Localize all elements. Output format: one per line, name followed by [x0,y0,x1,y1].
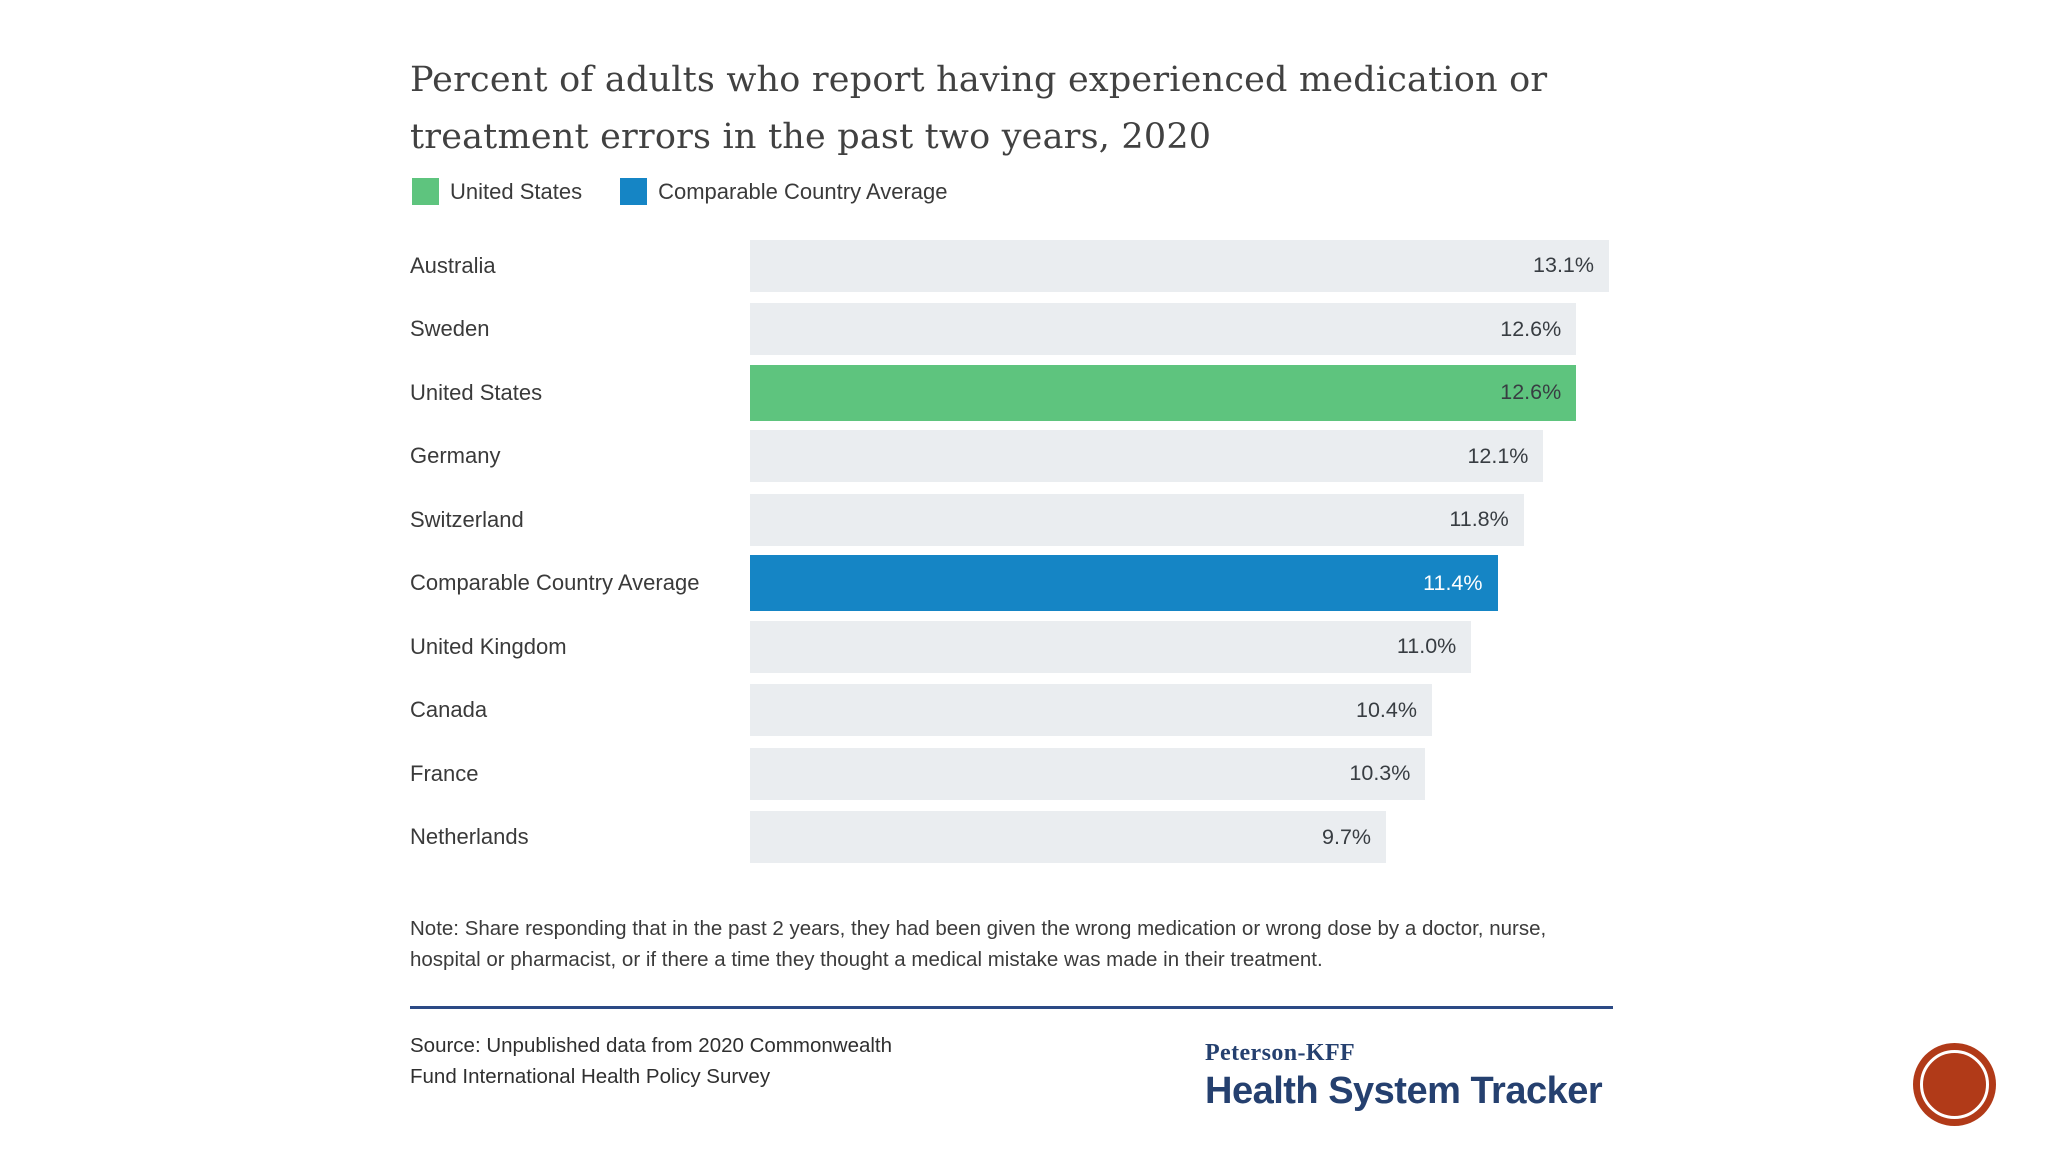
legend-label-comparable-average: Comparable Country Average [658,178,948,204]
country-label: Netherlands [410,824,529,850]
legend-swatch-united-states [412,178,439,205]
value-label: 9.7% [1322,824,1372,849]
bar-chart: Australia 13.1% Sweden 12.6% United States 12… [410,234,1620,869]
value-label: 10.4% [1355,697,1417,722]
bar-united-states: 12.6% [750,364,1577,421]
legend-item-united-states: United States [412,178,582,205]
chart-row: United Kingdom 11.0% [410,615,1620,679]
brand-logo-peterson-kff: Peterson-KFF [1205,1040,1356,1066]
brand-logo: Peterson-KFF Health System Tracker [1205,1040,1603,1113]
chart-row: Sweden 12.6% [410,298,1620,362]
value-label: 12.6% [1500,380,1562,405]
country-label: Germany [410,443,501,469]
value-label: 11.8% [1449,507,1509,532]
chart-title-line-1: Percent of adults who report having expe… [410,60,1548,100]
chart-row: Germany 12.1% [410,425,1620,489]
chart-row: United States 12.6% [410,361,1620,425]
country-label: United States [410,379,543,405]
chart-title: Percent of adults who report having expe… [410,52,1547,166]
value-label: 11.4% [1423,570,1483,595]
country-label: Sweden [410,316,490,342]
country-label: Canada [410,697,488,723]
chart-row: Canada 10.4% [410,679,1620,743]
legend-item-comparable-average: Comparable Country Average [620,178,948,205]
chart-row: Switzerland 11.8% [410,488,1620,552]
red-stamp-icon [1913,1043,1996,1126]
country-label: Switzerland [410,506,524,532]
country-label: France [410,760,479,786]
value-label: 12.6% [1500,316,1562,341]
bar-france: 10.3% [750,747,1426,800]
bar-sweden: 12.6% [750,303,1577,356]
divider-rule [410,1006,1613,1009]
country-label: Australia [410,252,496,278]
value-label: 11.0% [1396,634,1457,659]
source-text: Source: Unpublished data from 2020 Commo… [410,1034,893,1088]
legend: United States Comparable Country Average [412,178,948,205]
country-label: United Kingdom [410,633,567,659]
value-label: 10.3% [1349,761,1411,786]
value-label: 12.1% [1467,443,1529,468]
legend-label-united-states: United States [450,178,583,204]
chart-row: Australia 13.1% [410,234,1620,298]
bar-australia: 13.1% [750,239,1609,292]
note-text: Note: Share responding that in the past … [410,917,1547,971]
chart-row: Netherlands 9.7% [410,806,1620,870]
bar-switzerland: 11.8% [750,493,1524,546]
legend-swatch-comparable-average [620,178,648,205]
chart-row: France 10.3% [410,742,1620,806]
chart-row: Comparable Country Average 11.4% [410,552,1620,616]
bar-canada: 10.4% [750,684,1432,737]
bar-germany: 12.1% [750,430,1544,483]
brand-logo-health-system-tracker: Health System Tracker [1205,1070,1603,1112]
country-label: Comparable Country Average [410,570,700,596]
bar-comparable-country-average: 11.4% [750,555,1498,612]
bar-united-kingdom: 11.0% [750,620,1472,673]
bar-netherlands: 9.7% [750,811,1387,864]
chart-title-line-2: treatment errors in the past two years, … [410,117,1212,157]
value-label: 13.1% [1533,253,1594,278]
